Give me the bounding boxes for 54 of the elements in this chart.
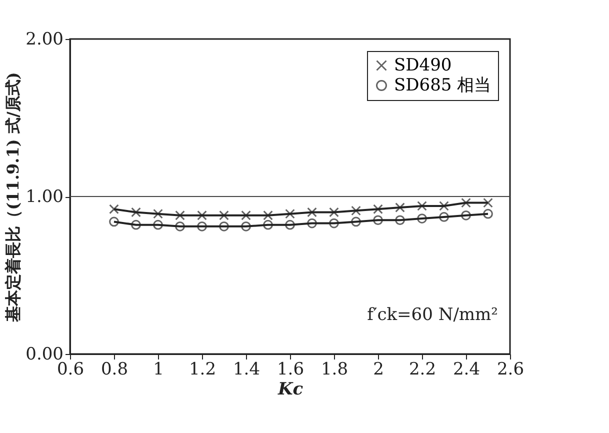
x-tick-label: 2 (373, 360, 384, 380)
point (461, 198, 471, 208)
x-tick-label: 0.6 (56, 360, 84, 380)
x-tick-label: 1 (153, 360, 164, 380)
point (373, 215, 383, 226)
point (483, 208, 493, 219)
point (153, 220, 163, 230)
point (131, 220, 141, 230)
point (109, 216, 119, 227)
point (219, 222, 229, 232)
point (263, 210, 273, 220)
point (417, 201, 427, 211)
point (197, 222, 207, 232)
y-axis-title: 基本定着長比（(11.9.1) 式/原式) (4, 72, 23, 323)
point (153, 208, 163, 219)
y-tick-label: 2.00 (26, 30, 64, 50)
point (131, 207, 141, 218)
point (307, 218, 317, 228)
point (175, 210, 185, 220)
x-tick-label: 0.8 (100, 360, 128, 380)
point (351, 206, 361, 216)
point (285, 220, 295, 230)
point (461, 210, 471, 220)
point (417, 214, 427, 224)
point (439, 201, 449, 211)
annotation: f′ck=60 N/mm² (367, 305, 498, 325)
x-tick-label: 2.2 (408, 360, 436, 380)
point (351, 216, 361, 227)
legend-label: SD490 (394, 56, 452, 76)
x-tick-label: 1.2 (188, 360, 216, 380)
x-tick-label: 1.6 (276, 360, 304, 380)
x-axis-title: Kc (276, 380, 304, 400)
point (395, 202, 405, 212)
x-tick-label: 1.8 (320, 360, 348, 380)
x-tick-label: 2.6 (496, 360, 524, 380)
point (175, 222, 185, 232)
point (263, 220, 273, 230)
y-tick-label: 1.00 (26, 187, 64, 207)
point (241, 210, 251, 220)
point (329, 207, 339, 218)
point (395, 215, 405, 226)
point (439, 212, 449, 222)
point (285, 208, 295, 219)
x-tick-label: 1.4 (232, 360, 260, 380)
point (109, 204, 119, 214)
point (329, 218, 339, 228)
legend-label: SD685 相当 (394, 76, 492, 96)
point (219, 210, 229, 220)
point (307, 207, 317, 218)
x-tick-label: 2.4 (452, 360, 480, 380)
point (197, 210, 207, 220)
point (483, 198, 493, 208)
point (373, 204, 383, 214)
point (241, 222, 251, 232)
